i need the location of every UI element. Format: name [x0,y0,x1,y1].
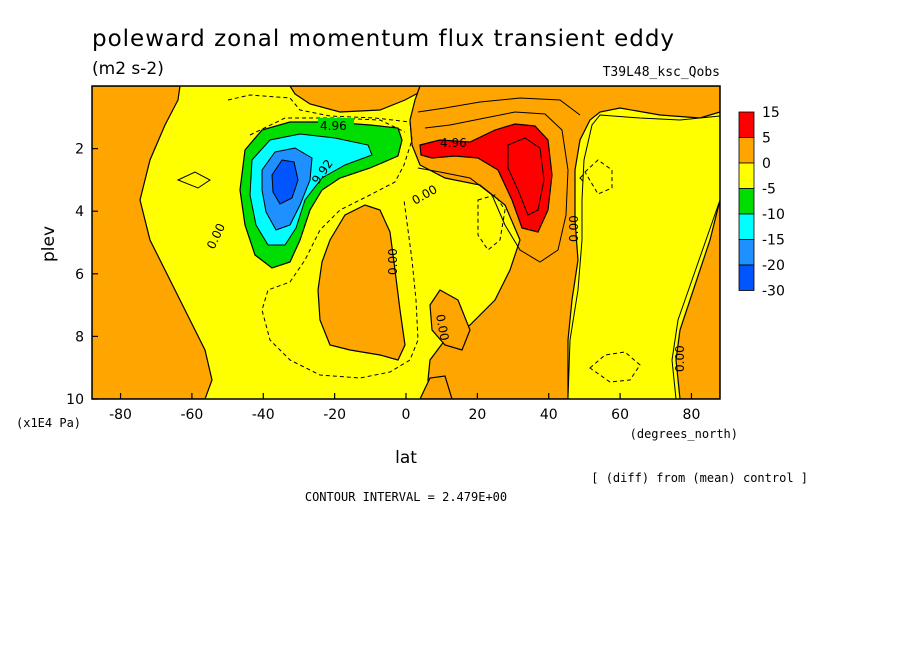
x-axis-units: (degrees_north) [630,427,738,441]
colorbar-swatch [738,264,755,291]
chart-units: (m2 s-2) [92,59,164,79]
colorbar-swatch [738,188,755,215]
contour-label: 0.00 [567,215,581,242]
colorbar-label: -10 [762,207,785,223]
fill-orange-midleft [317,204,406,361]
fill-orange-bottom-center [419,375,453,399]
x-tick-label: 20 [468,407,486,423]
experiment-label: T39L48_ksc_Qobs [603,65,720,80]
x-axis-label: lat [395,448,417,468]
x-axis-ticks: -80 -60 -40 -20 0 20 40 60 80 [109,393,700,423]
colorbar-swatch [738,111,755,138]
negative-contours [227,94,641,383]
diff-note: [ (diff) from (mean) control ] [591,471,808,485]
y-tick-label: 2 [75,142,84,158]
y-tick-label: 10 [66,392,84,408]
colorbar-swatch [738,137,755,164]
x-tick-label: -80 [109,407,132,423]
y-axis-units: (x1E4 Pa) [16,416,81,430]
x-tick-label: 40 [540,407,558,423]
fill-yellow-right-lower [567,114,720,399]
x-tick-label: 60 [611,407,629,423]
x-tick-label: 0 [402,407,411,423]
positive-contours [417,97,581,263]
colorbar-label: -5 [762,182,776,198]
colorbar-label: 5 [762,131,771,147]
contour-label: 0.00 [673,345,687,372]
y-axis-ticks: 2 4 6 8 10 [66,142,98,408]
fill-orange-lowright [429,289,471,351]
y-axis-label: plev [39,226,59,262]
contour-label: 4.96 [320,119,347,133]
fill-darkblue-neg [271,159,299,205]
colorbar-label: 0 [762,156,771,172]
colorbar-label: 15 [762,105,780,121]
y-tick-label: 6 [75,267,84,283]
x-tick-label: -60 [180,407,203,423]
colorbar: 15 5 0 -5 -10 -15 -20 -30 [738,105,785,300]
contour-interval: CONTOUR INTERVAL = 2.479E+00 [305,490,507,504]
contour-fill [92,86,720,399]
chart-title: poleward zonal momentum flux transient e… [92,26,675,52]
contour-label: 4.96 [440,136,467,150]
colorbar-label: -20 [762,258,785,274]
contour-label: 0.00 [433,313,451,342]
contour-label: 0.00 [386,248,400,275]
colorbar-swatch [738,213,755,240]
colorbar-swatch [738,239,755,266]
colorbar-label: -15 [762,233,785,249]
fill-orange-left [92,86,213,399]
x-tick-label: -20 [323,407,346,423]
colorbar-swatch [738,162,755,189]
y-tick-label: 4 [75,204,84,220]
y-tick-label: 8 [75,329,84,345]
fill-orange-farright [675,199,720,399]
colorbar-label: -30 [762,284,785,300]
fill-yellow-pocket-left [176,171,211,189]
x-tick-label: 80 [683,407,701,423]
x-tick-label: -40 [252,407,275,423]
fill-red-pos [419,123,553,233]
